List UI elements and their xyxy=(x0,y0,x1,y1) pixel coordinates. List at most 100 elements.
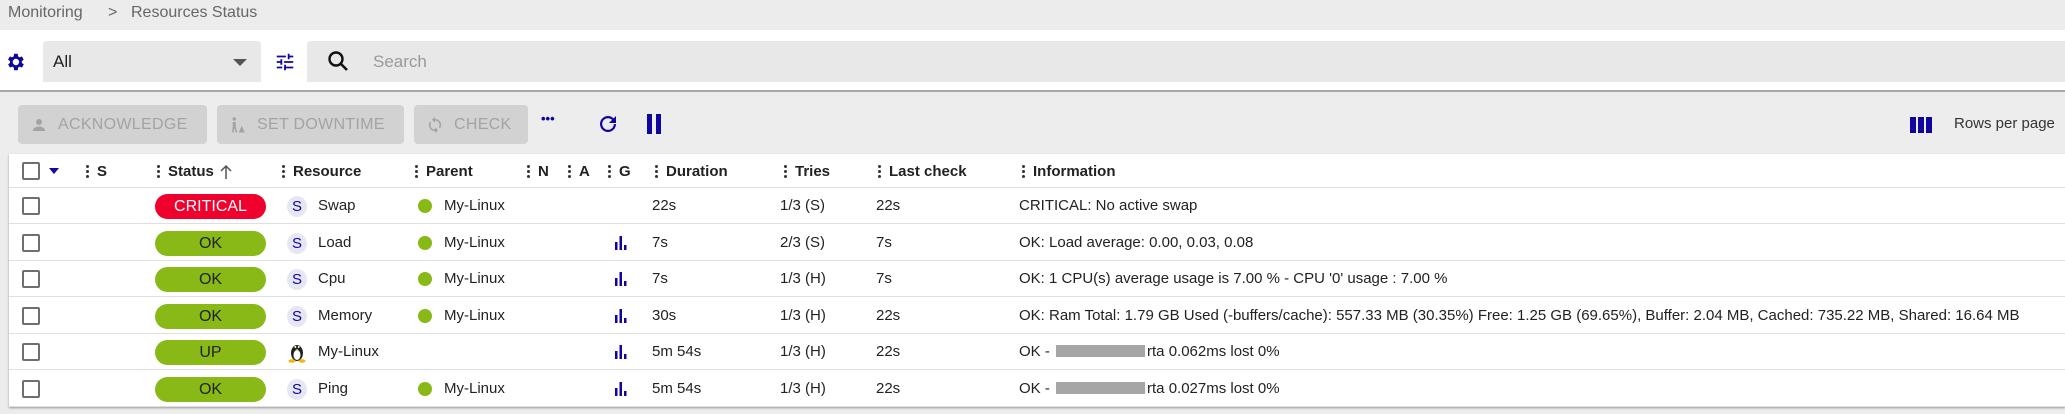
column-header-tries[interactable]: Tries xyxy=(784,163,830,180)
gear-icon[interactable] xyxy=(4,51,26,73)
row-checkbox[interactable] xyxy=(22,197,40,215)
column-label: Resource xyxy=(293,163,362,180)
service-avatar: S xyxy=(287,232,307,254)
resource-name[interactable]: My-Linux xyxy=(318,343,379,360)
resource-name[interactable]: Swap xyxy=(318,197,356,214)
graph-icon[interactable] xyxy=(615,381,627,396)
column-header-duration[interactable]: Duration xyxy=(655,163,728,180)
column-drag-icon[interactable] xyxy=(878,163,881,180)
service-avatar: S xyxy=(287,378,307,400)
service-avatar: S xyxy=(287,269,307,290)
status-badge: OK xyxy=(155,267,266,292)
column-label: A xyxy=(579,163,590,180)
column-drag-icon[interactable] xyxy=(784,163,787,180)
pause-icon[interactable] xyxy=(645,113,663,135)
breadcrumb-monitoring[interactable]: Monitoring xyxy=(8,4,83,21)
table-row[interactable]: OK S Memory My-Linux 30s 1/3 (H) 22s OK: Ram To… xyxy=(9,298,2065,334)
set-downtime-label: SET DOWNTIME xyxy=(257,115,385,133)
column-drag-icon[interactable] xyxy=(608,163,611,180)
resource-name[interactable]: Cpu xyxy=(318,270,346,287)
set-downtime-button[interactable]: SET DOWNTIME xyxy=(217,105,404,144)
parent-name[interactable]: My-Linux xyxy=(444,197,505,214)
select-all-checkbox[interactable] xyxy=(22,162,40,180)
last-check: 7s xyxy=(876,233,892,251)
breadcrumb-separator: > xyxy=(108,4,118,21)
column-drag-icon[interactable] xyxy=(157,163,160,180)
column-header-g[interactable]: G xyxy=(608,163,631,180)
column-header-information[interactable]: Information xyxy=(1022,163,1116,180)
resource-name[interactable]: Load xyxy=(318,233,352,251)
column-label: S xyxy=(97,163,108,180)
column-header-resource[interactable]: Resource xyxy=(282,163,361,180)
filter-bar: All xyxy=(0,30,2065,92)
row-checkbox[interactable] xyxy=(22,343,40,361)
information: OK: Load average: 0.00, 0.03, 0.08 xyxy=(1019,234,1253,251)
refresh-icon[interactable] xyxy=(596,112,620,136)
parent-name[interactable]: My-Linux xyxy=(444,270,505,287)
row-checkbox[interactable] xyxy=(22,379,40,398)
column-drag-icon[interactable] xyxy=(568,163,571,180)
person-icon xyxy=(33,118,45,131)
column-header-parent[interactable]: Parent xyxy=(415,163,473,180)
graph-icon[interactable] xyxy=(615,235,627,250)
row-checkbox[interactable] xyxy=(22,270,40,288)
parent-status-dot xyxy=(418,272,432,286)
column-drag-icon[interactable] xyxy=(527,163,530,180)
column-drag-icon[interactable] xyxy=(415,163,418,180)
filter-select[interactable]: All xyxy=(43,41,261,82)
check-label: CHECK xyxy=(454,115,512,133)
information-text: OK: 1 CPU(s) average usage is 7.00 % - C… xyxy=(1019,270,1448,287)
column-header-last-check[interactable]: Last check xyxy=(878,163,967,180)
tries: 2/3 (S) xyxy=(780,233,826,251)
rows-per-page-label: Rows per page xyxy=(1954,115,2055,132)
selection-menu-caret-icon[interactable] xyxy=(49,168,59,174)
column-header-a[interactable]: A xyxy=(568,163,590,180)
table-row[interactable]: UP My-Linux 5m 54s 1/3 (H) 22s OK - rta 0.062… xyxy=(9,334,2065,370)
parent-name[interactable]: My-Linux xyxy=(444,233,505,251)
column-drag-icon[interactable] xyxy=(1022,163,1025,180)
information: OK - rta 0.062ms lost 0% xyxy=(1019,343,1280,360)
resources-table: S Status Resource Parent N A G Duration … xyxy=(9,154,2065,407)
table-row[interactable]: OK S Ping My-Linux 5m 54s 1/3 (H) 22s OK - rta … xyxy=(9,371,2065,407)
row-checkbox[interactable] xyxy=(22,306,40,325)
parent-name[interactable]: My-Linux xyxy=(444,306,505,324)
column-header-n[interactable]: N xyxy=(527,163,549,180)
duration: 7s xyxy=(652,233,668,251)
graph-icon[interactable] xyxy=(615,308,627,323)
sort-ascending-icon[interactable] xyxy=(220,164,232,179)
parent-status-dot xyxy=(418,199,432,213)
information-text: OK - xyxy=(1019,343,1050,360)
table-row[interactable]: OK S Load My-Linux 7s 2/3 (S) 7s OK: Load avera… xyxy=(9,225,2065,261)
row-checkbox[interactable] xyxy=(22,233,40,252)
information-suffix: rta 0.027ms lost 0% xyxy=(1147,379,1280,397)
more-actions-button[interactable]: ••• xyxy=(541,111,555,126)
tries: 1/3 (H) xyxy=(780,343,826,360)
column-header-s[interactable]: S xyxy=(86,163,107,180)
information-text: OK: Ram Total: 1.79 GB Used (-buffers/ca… xyxy=(1019,306,2020,324)
parent-name[interactable]: My-Linux xyxy=(444,379,505,397)
duration: 30s xyxy=(652,306,677,324)
check-button[interactable]: CHECK xyxy=(414,105,528,144)
last-check: 7s xyxy=(876,270,892,287)
resource-name[interactable]: Memory xyxy=(318,306,373,324)
search-input[interactable] xyxy=(373,41,1973,82)
breadcrumb-resources-status: Resources Status xyxy=(131,4,258,21)
resource-name[interactable]: Ping xyxy=(318,379,349,397)
column-drag-icon[interactable] xyxy=(282,163,285,180)
table-row[interactable]: OK S Cpu My-Linux 7s 1/3 (H) 7s OK: 1 CPU(s) av… xyxy=(9,261,2065,297)
acknowledge-button[interactable]: ACKNOWLEDGE xyxy=(18,105,207,144)
information-text: CRITICAL: No active swap xyxy=(1019,197,1198,214)
graph-icon[interactable] xyxy=(615,272,627,286)
service-avatar: S xyxy=(287,305,307,327)
table-row[interactable]: CRITICAL S Swap My-Linux 22s 1/3 (S) 22s CRITIC… xyxy=(9,188,2065,224)
graph-icon[interactable] xyxy=(615,345,627,359)
columns-icon[interactable] xyxy=(1910,117,1932,133)
sync-icon xyxy=(428,116,442,133)
column-drag-icon[interactable] xyxy=(655,163,658,180)
service-avatar: S xyxy=(287,196,307,217)
column-header-status[interactable]: Status xyxy=(157,163,232,180)
search-field[interactable] xyxy=(307,41,2065,82)
information-suffix: rta 0.062ms lost 0% xyxy=(1147,343,1280,360)
filter-settings-icon[interactable] xyxy=(274,51,296,73)
column-drag-icon[interactable] xyxy=(86,163,89,180)
